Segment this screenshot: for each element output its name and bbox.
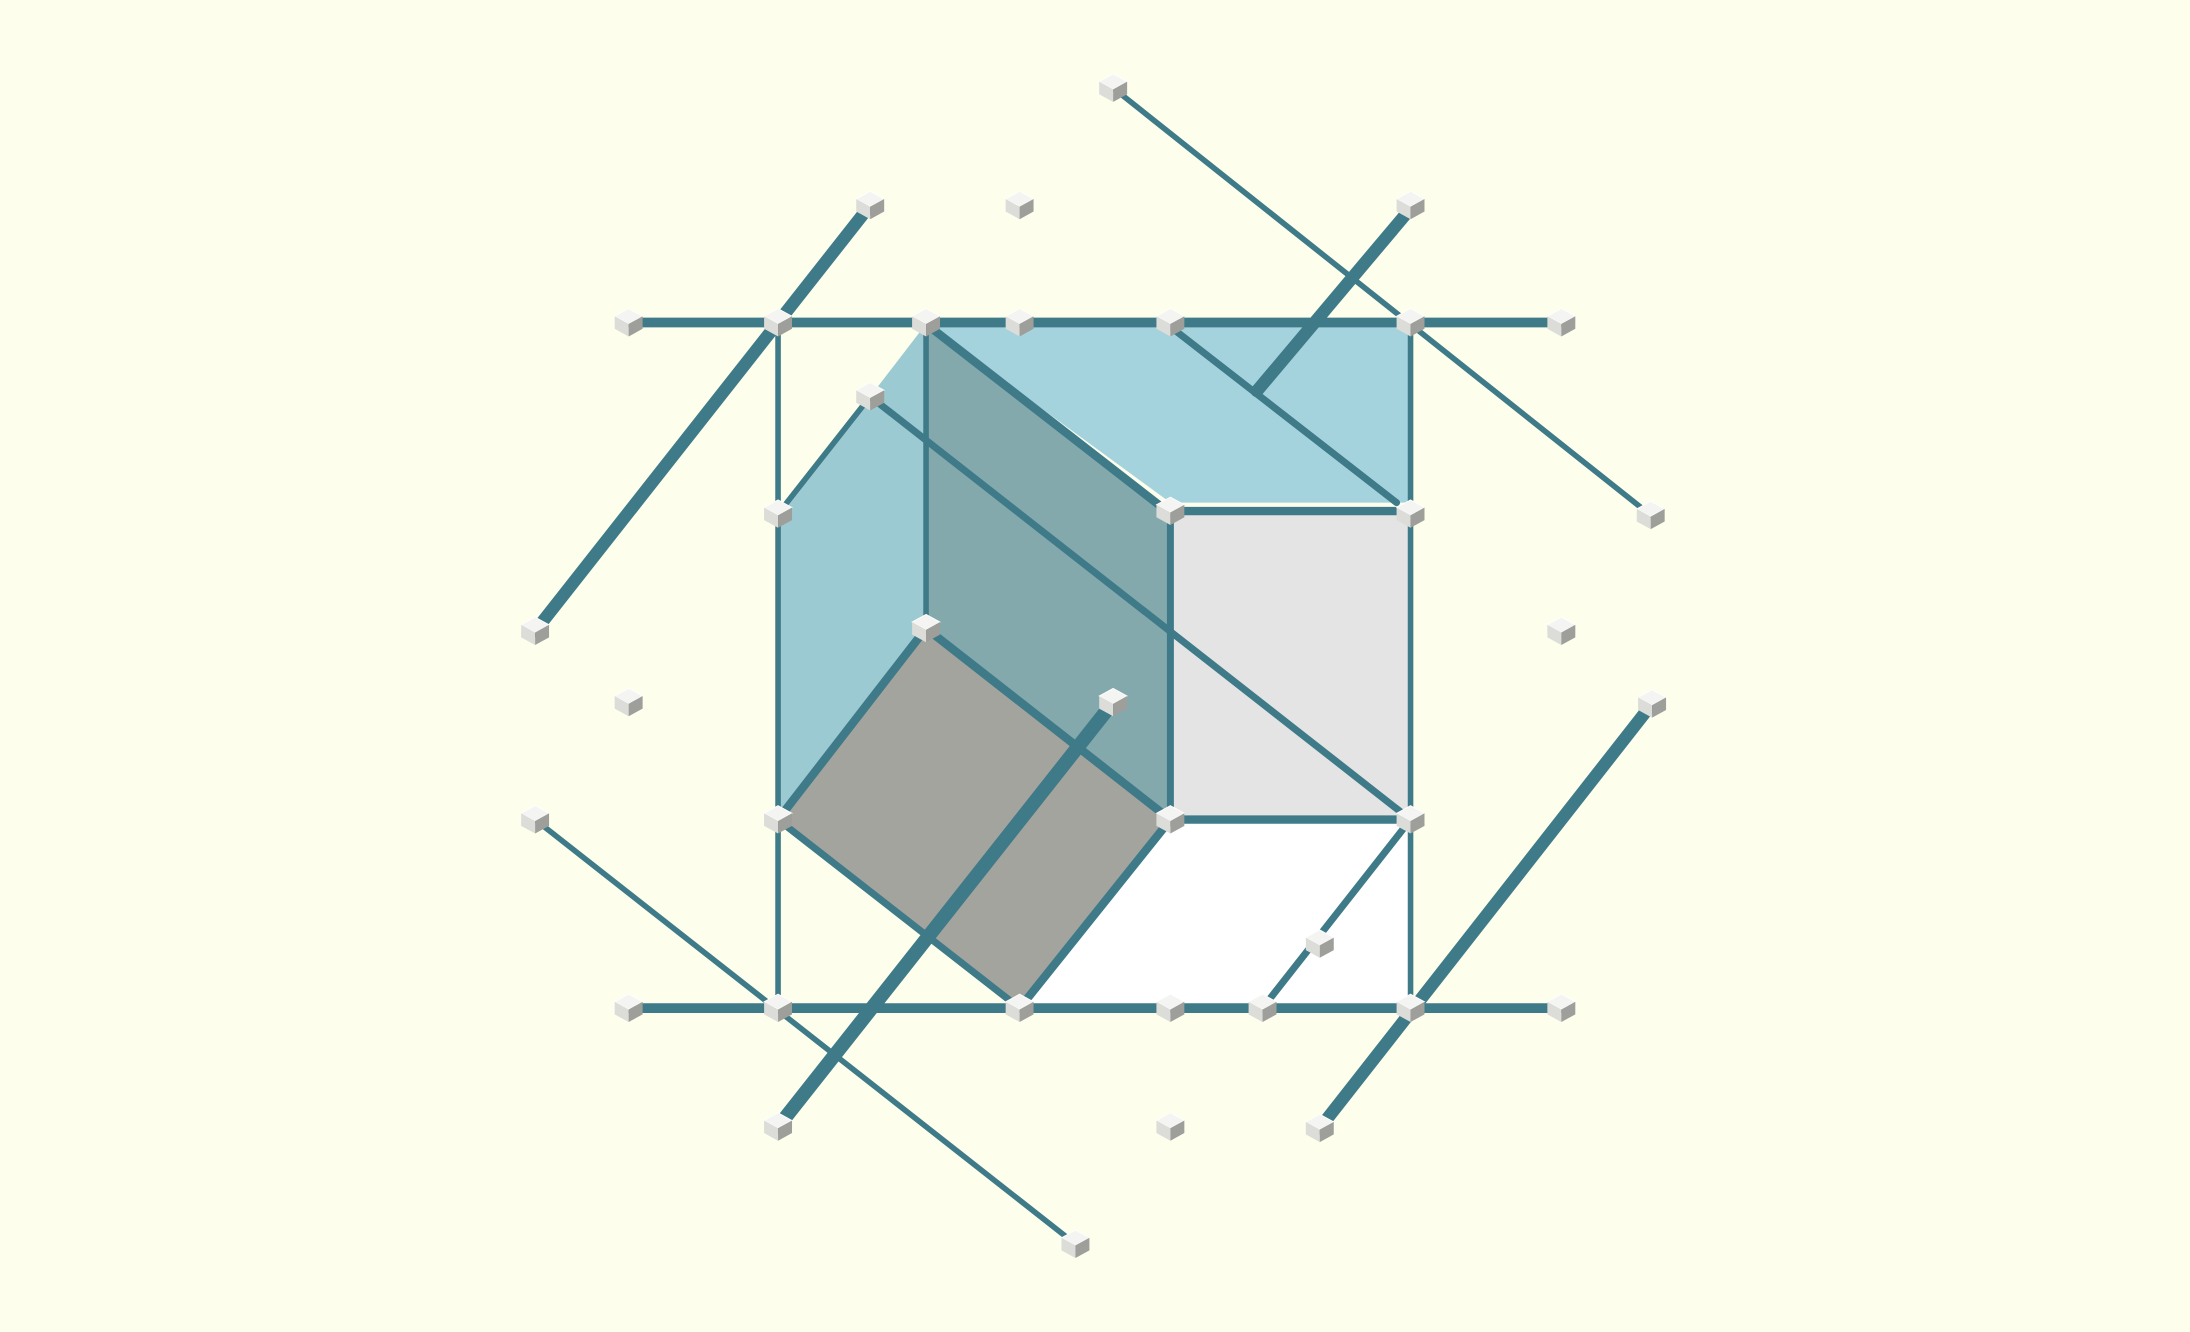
bevelled-cube-node-icon-32 <box>1395 993 1426 1023</box>
bevelled-cube-node-icon-0 <box>1098 73 1128 102</box>
rod-8 <box>921 319 1175 518</box>
bevelled-cube-node-icon-28 <box>763 993 793 1023</box>
rod-13 <box>775 393 873 517</box>
bevelled-cube-node-icon-3 <box>1395 190 1426 220</box>
rod-15 <box>1015 815 1175 1013</box>
bevelled-cube-node-icon-27 <box>613 993 644 1023</box>
bevelled-cube-node-icon-18 <box>1546 616 1577 646</box>
face-bottom <box>778 628 1171 1009</box>
bevelled-cube-node-icon-6 <box>911 308 941 337</box>
bevelled-cube-node-icon-17 <box>911 613 941 643</box>
bevelled-cube-node-icon-16 <box>520 616 550 646</box>
bevelled-cube-node-icon-25 <box>1395 805 1426 834</box>
rod-14 <box>773 624 931 824</box>
bevelled-cube-node-icon-33 <box>1546 993 1577 1023</box>
bevelled-cube-node-icon-23 <box>763 805 793 834</box>
rod-20 <box>1250 198 1420 398</box>
rod-17 <box>866 393 1415 824</box>
rod-21 <box>771 695 1121 1134</box>
bevelled-cube-node-icon-37 <box>1060 1229 1091 1258</box>
bevelled-cube-node-icon-2 <box>1004 190 1035 220</box>
bevelled-cube-node-icon-12 <box>763 499 793 528</box>
bevelled-cube-node-icon-20 <box>1098 687 1128 717</box>
lattice-nodes <box>520 73 1667 1258</box>
bevelled-cube-node-icon-29 <box>1004 993 1035 1023</box>
bevelled-cube-node-icon-5 <box>763 308 793 337</box>
bevelled-cube-node-icon-4 <box>613 308 644 337</box>
rod-11 <box>774 816 1024 1012</box>
bevelled-cube-node-icon-15 <box>1635 500 1666 530</box>
bevelled-cube-node-icon-8 <box>1155 308 1186 337</box>
bevelled-cube-node-icon-1 <box>855 190 886 220</box>
rod-9 <box>921 624 1175 824</box>
bevelled-cube-node-icon-7 <box>1004 308 1035 337</box>
bevelled-cube-node-icon-26 <box>1304 929 1335 958</box>
rod-22 <box>1313 697 1659 1135</box>
bevelled-cube-node-icon-36 <box>1304 1113 1335 1143</box>
bevelled-cube-node-icon-13 <box>1155 496 1186 525</box>
bevelled-cube-node-icon-9 <box>1395 308 1426 337</box>
face-top <box>926 323 1411 503</box>
rod-19 <box>528 198 877 638</box>
bevelled-cube-node-icon-35 <box>1155 1112 1186 1141</box>
bevelled-cube-node-icon-31 <box>1247 993 1278 1023</box>
bevelled-cube-node-icon-19 <box>613 687 644 717</box>
rod-10 <box>1166 323 1401 507</box>
bevelled-cube-node-icon-34 <box>763 1112 793 1141</box>
bevelled-cube-node-icon-21 <box>1637 689 1667 718</box>
face-lower <box>1019 819 1411 1009</box>
bevelled-cube-node-icon-22 <box>520 805 550 834</box>
bevelled-cube-node-icon-11 <box>855 382 886 411</box>
bevelled-cube-node-icon-30 <box>1155 993 1186 1023</box>
bevelled-cube-node-icon-10 <box>1546 308 1577 337</box>
bevelled-cube-node-icon-14 <box>1395 499 1426 528</box>
face-left <box>778 323 927 820</box>
rod-18 <box>532 816 1079 1247</box>
rod-12 <box>1259 816 1415 1012</box>
face-right <box>1170 513 1411 820</box>
rod-16 <box>1110 85 1654 518</box>
bevelled-cube-node-icon-24 <box>1155 805 1186 834</box>
